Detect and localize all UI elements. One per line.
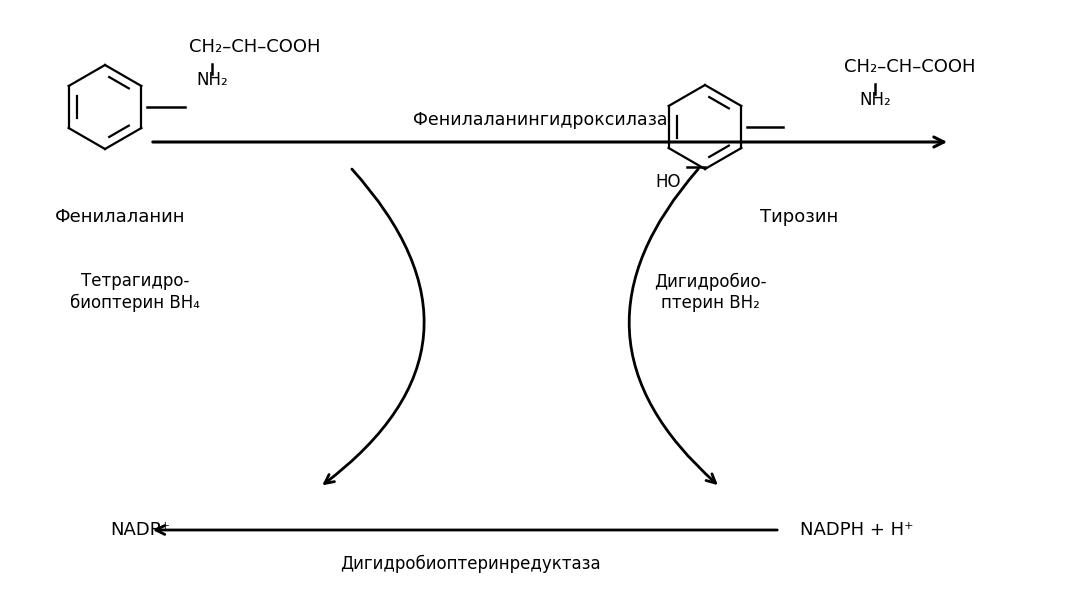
Text: HO: HO: [655, 173, 681, 191]
Text: CH₂–CH–COOH: CH₂–CH–COOH: [845, 58, 976, 76]
Text: Дигидробиоптеринредуктаза: Дигидробиоптеринредуктаза: [340, 555, 600, 573]
Text: NADP⁺: NADP⁺: [110, 521, 170, 539]
Text: Тетрагидро-
биоптерин BH₄: Тетрагидро- биоптерин BH₄: [70, 273, 200, 312]
Text: Фенилаланингидроксилаза: Фенилаланингидроксилаза: [413, 111, 667, 129]
Text: NADPH + H⁺: NADPH + H⁺: [800, 521, 913, 539]
Text: NH₂: NH₂: [859, 91, 891, 109]
Text: Фенилаланин: Фенилаланин: [55, 208, 185, 226]
Text: NH₂: NH₂: [196, 71, 227, 89]
Text: Тирозин: Тирозин: [760, 208, 838, 226]
Text: Дигидробио-
птерин BH₂: Дигидробио- птерин BH₂: [654, 273, 767, 311]
Text: CH₂–CH–COOH: CH₂–CH–COOH: [190, 38, 321, 56]
